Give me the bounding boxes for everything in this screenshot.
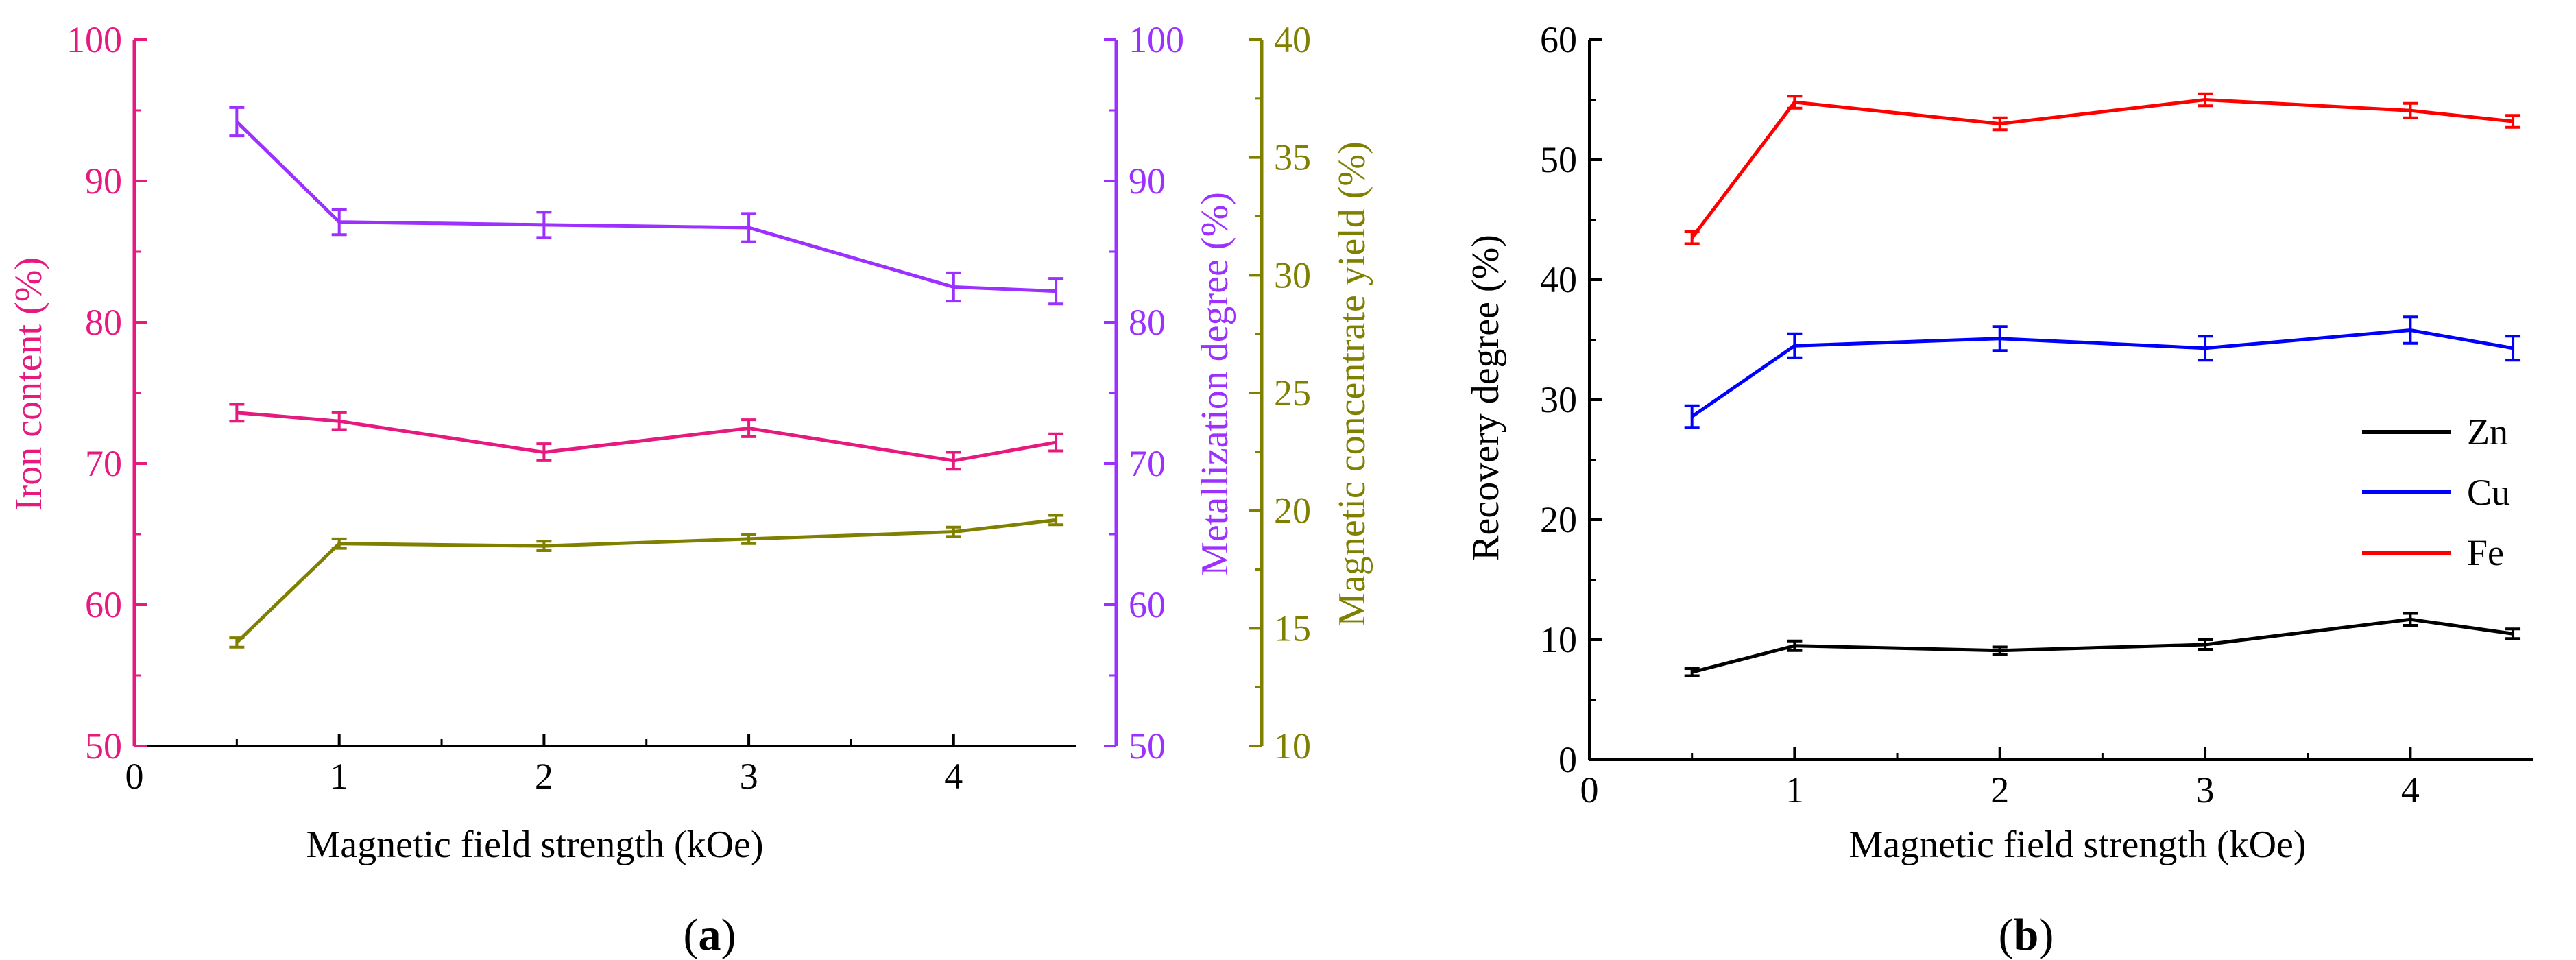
data-point-zn — [1787, 639, 1803, 652]
data-point-fe — [1992, 116, 2008, 132]
y-tick-label-right1: 60 — [1129, 584, 1166, 625]
y-tick-label-right2: 20 — [1274, 490, 1311, 531]
data-point-left — [1048, 432, 1064, 453]
data-point-left — [331, 411, 347, 431]
data-point-cu — [1684, 404, 1700, 429]
y-tick-label-right2: 25 — [1274, 372, 1311, 413]
legend-item-cu: Cu — [2362, 472, 2510, 513]
x-axis-title-a: Magnetic field strength (kOe) — [306, 824, 763, 866]
data-point-cu — [1787, 332, 1803, 359]
panel-label-a: (a) — [684, 910, 736, 960]
data-point-left — [536, 442, 552, 462]
x-tick-label-a: 4 — [944, 756, 963, 797]
data-point-left — [946, 451, 961, 471]
legend-label-zn: Zn — [2467, 411, 2508, 453]
x-tick-label-b: 2 — [1990, 769, 2009, 811]
data-point-left — [229, 403, 245, 423]
y-tick-label-left: 50 — [85, 725, 122, 767]
x-tick-label-b: 3 — [2196, 769, 2215, 811]
x-tick-label-b: 1 — [1785, 769, 1804, 811]
y-tick-label-b: 10 — [1540, 619, 1577, 660]
data-point-zn — [1684, 667, 1700, 677]
series-line-left — [237, 411, 1057, 463]
y-tick-label-right1: 80 — [1129, 302, 1166, 343]
data-point-fe — [2403, 101, 2418, 119]
series-line-zn — [1692, 617, 2514, 674]
series-line-right2 — [235, 518, 1057, 644]
data-point-right2 — [229, 636, 245, 649]
legend-item-zn: Zn — [2362, 411, 2508, 453]
series-line-cu — [1691, 328, 2514, 418]
data-point-right2 — [741, 533, 757, 545]
data-point-zn — [2505, 627, 2521, 640]
data-point-zn — [2403, 612, 2418, 627]
y-tick-label-right1: 50 — [1129, 725, 1166, 767]
y-tick-label-b: 40 — [1540, 259, 1577, 300]
data-point-right2 — [1048, 514, 1064, 527]
data-point-right2 — [331, 537, 347, 550]
data-point-right2 — [946, 525, 961, 538]
y-tick-label-right1: 90 — [1129, 160, 1166, 202]
panel-label-b: (b) — [1999, 910, 2054, 960]
y-tick-label-b: 20 — [1540, 499, 1577, 540]
data-point-right1 — [1048, 277, 1064, 306]
y-tick-label-right2: 30 — [1274, 254, 1311, 296]
data-point-zn — [2198, 638, 2213, 651]
x-tick-label-a: 2 — [535, 756, 553, 797]
data-point-right1 — [741, 212, 757, 243]
y-tick-label-right2: 10 — [1274, 725, 1311, 767]
y-axis-title-iron-content: Iron content (%) — [8, 257, 50, 511]
x-tick-label-a: 0 — [125, 756, 144, 797]
x-axis-title-b: Magnetic field strength (kOe) — [1849, 824, 2306, 866]
y-tick-label-right1: 70 — [1129, 443, 1166, 484]
data-point-fe — [2198, 92, 2213, 108]
x-tick-label-b: 0 — [1580, 769, 1599, 811]
data-point-right1 — [536, 211, 552, 239]
data-point-zn — [1992, 645, 2008, 656]
data-point-right1 — [331, 208, 347, 237]
y-tick-label-right2: 40 — [1274, 19, 1311, 60]
y-tick-label-left: 70 — [85, 443, 122, 484]
legend-item-fe: Fe — [2362, 532, 2504, 573]
legend-label-fe: Fe — [2467, 532, 2504, 573]
y-tick-label-right2: 35 — [1274, 137, 1311, 178]
data-point-fe — [2505, 114, 2521, 129]
y-axis-title-magnetic-concentrate-yield: Magnetic concentrate yield (%) — [1331, 141, 1373, 626]
data-point-fe — [1787, 95, 1803, 110]
y-tick-label-left: 60 — [85, 584, 122, 625]
series-line-fe — [1690, 97, 2514, 239]
data-point-left — [741, 418, 757, 438]
data-point-right1 — [229, 106, 245, 138]
data-point-cu — [1992, 325, 2008, 352]
data-point-fe — [1684, 230, 1700, 245]
y-tick-label-left: 90 — [85, 160, 122, 202]
legend-label-cu: Cu — [2467, 472, 2510, 513]
y-tick-label-right2: 15 — [1274, 608, 1311, 649]
y-tick-label-b: 30 — [1540, 379, 1577, 420]
data-point-cu — [2505, 335, 2521, 362]
data-point-cu — [2198, 335, 2213, 362]
y-axis-title-metallization-degree: Metallization degree (%) — [1194, 192, 1236, 576]
data-point-right2 — [536, 540, 552, 553]
series-line-right1 — [235, 120, 1057, 293]
data-point-cu — [2403, 315, 2418, 345]
y-tick-label-b: 50 — [1540, 139, 1577, 180]
y-tick-label-right1: 100 — [1129, 19, 1184, 60]
y-tick-label-left: 100 — [67, 19, 122, 60]
x-tick-label-a: 3 — [740, 756, 758, 797]
y-tick-label-left: 80 — [85, 302, 122, 343]
y-tick-label-b: 60 — [1540, 19, 1577, 60]
y-tick-label-b: 0 — [1558, 739, 1577, 780]
data-point-right1 — [946, 271, 961, 303]
y-axis-title-recovery-degree: Recovery degree (%) — [1465, 235, 1507, 561]
x-tick-label-a: 1 — [330, 756, 348, 797]
x-tick-label-b: 4 — [2401, 769, 2420, 811]
